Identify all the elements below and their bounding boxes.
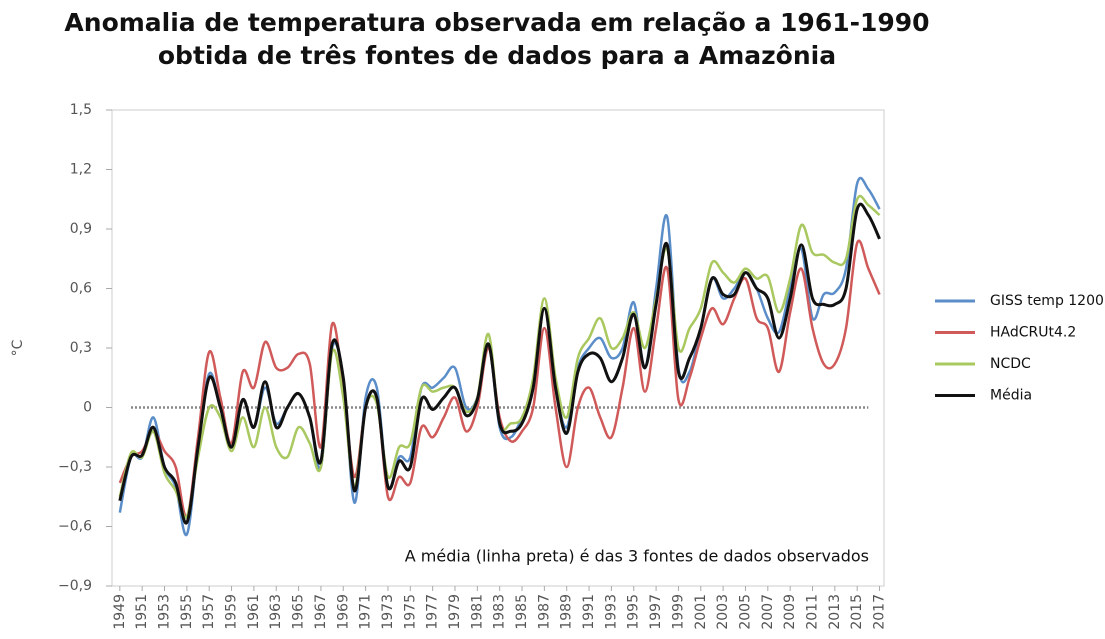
series-line: [118, 194, 881, 519]
chart-subtitle: obtida de três fontes de dados para a Am…: [158, 41, 836, 70]
y-tick-label: 0,3: [70, 340, 92, 356]
x-tick-label: 1951: [134, 594, 150, 630]
x-tick-label: 1967: [313, 594, 329, 630]
x-tick-label: 2003: [715, 594, 731, 630]
x-tick-label: 1973: [380, 594, 396, 630]
x-tick-label: 2009: [782, 594, 798, 630]
x-tick-label: 2001: [693, 594, 709, 630]
y-tick-label: 0,9: [70, 221, 92, 237]
x-tick-label: 2013: [827, 594, 843, 630]
x-tick-label: 1949: [112, 594, 128, 630]
y-tick-label: −0,6: [58, 519, 92, 535]
x-tick-label: 1995: [626, 594, 642, 630]
y-tick-label: 0: [83, 400, 92, 416]
chart-title: Anomalia de temperatura observada em rel…: [64, 8, 929, 37]
x-tick-label: 1983: [492, 594, 508, 630]
y-tick-label: −0,3: [58, 459, 92, 475]
x-tick-label: 2011: [804, 594, 820, 630]
plot-frame: [111, 109, 885, 587]
y-tick-label: 1,5: [70, 102, 92, 118]
series-line: [118, 202, 881, 525]
x-tick-label: 1981: [469, 594, 485, 630]
x-tick-label: 1991: [581, 594, 597, 630]
series-line: [118, 239, 881, 518]
annotation: A média (linha preta) é das 3 fontes de …: [405, 547, 869, 566]
x-tick-label: 1955: [179, 594, 195, 630]
x-tick-label: 2017: [872, 594, 888, 630]
x-tick-label: 1957: [201, 594, 217, 630]
legend-label: Média: [990, 388, 1032, 404]
x-tick-label: 1961: [246, 594, 262, 630]
series-line: [118, 176, 881, 536]
x-tick-label: 1977: [425, 594, 441, 630]
x-tick-label: 1993: [603, 594, 619, 630]
legend-label: NCDC: [990, 356, 1031, 372]
y-axis-label: °C: [10, 339, 26, 356]
x-tick-label: 1989: [559, 594, 575, 630]
x-tick-label: 1963: [268, 594, 284, 630]
x-tick-label: 1997: [648, 594, 664, 630]
x-tick-label: 1975: [402, 594, 418, 630]
legend-label: GISS temp 1200: [990, 293, 1104, 309]
x-tick-label: 2015: [849, 594, 865, 630]
x-tick-label: 1953: [157, 594, 173, 630]
x-tick-label: 1965: [291, 594, 307, 630]
y-tick-label: 0,6: [70, 281, 92, 297]
x-tick-label: 1999: [670, 594, 686, 630]
x-tick-label: 2005: [737, 594, 753, 630]
y-tick-label: 1,2: [70, 162, 92, 178]
x-tick-label: 1985: [514, 594, 530, 630]
x-tick-label: 2007: [760, 594, 776, 630]
x-tick-label: 1959: [224, 594, 240, 630]
x-tick-label: 1969: [335, 594, 351, 630]
x-tick-label: 1987: [536, 594, 552, 630]
x-tick-label: 1979: [447, 594, 463, 630]
y-tick-label: −0,9: [58, 578, 92, 594]
x-tick-label: 1971: [358, 594, 374, 630]
legend-label: HAdCRUt4.2: [990, 325, 1076, 341]
